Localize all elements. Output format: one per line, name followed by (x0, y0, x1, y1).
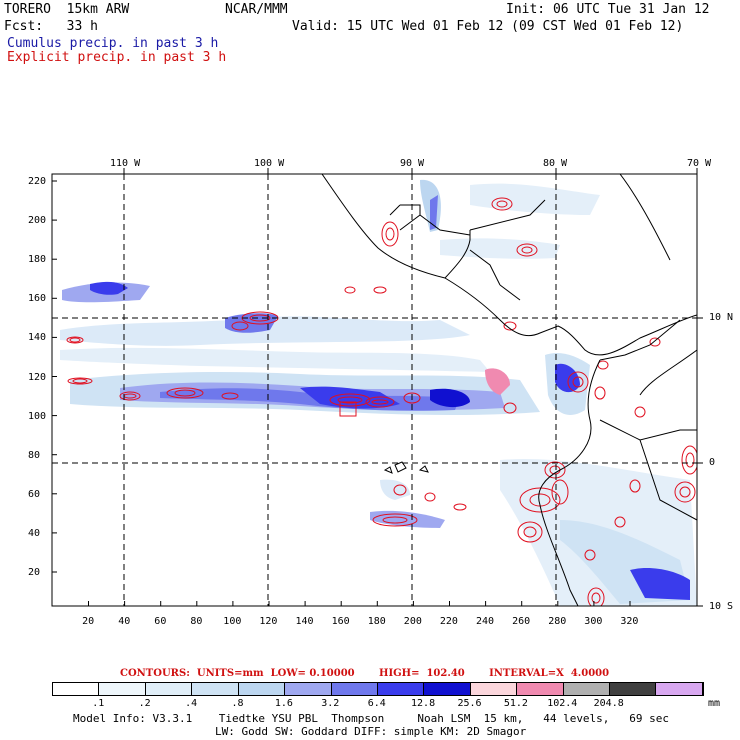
colorbar-label: 12.8 (411, 698, 436, 709)
colorbar-unit: mm (708, 698, 721, 709)
forecast-hour: Fcst: 33 h (4, 19, 98, 34)
init-time: Init: 06 UTC Tue 31 Jan 12 (506, 2, 710, 17)
coastline (321, 174, 697, 606)
colorbar-label: 25.6 (457, 698, 482, 709)
colorbar-labels: .1 .2 .4 .8 1.6 3.2 6.4 12.8 25.6 51.2 102.4 204.8 (52, 697, 702, 709)
cumulus-legend: Cumulus precip. in past 3 h (7, 36, 219, 51)
x-tick-label: 200 (403, 616, 422, 627)
lon-label: 110 W (110, 158, 141, 169)
colorbar-label: 1.6 (274, 698, 293, 709)
model-title: TORERO 15km ARW (4, 2, 130, 17)
lon-label: 80 W (543, 158, 568, 169)
y-tick-label: 20 (28, 567, 41, 578)
plot-frame (51, 173, 698, 607)
colorbar-swatch (470, 683, 518, 695)
x-tick-label: 240 (476, 616, 495, 627)
x-tick-label: 180 (367, 616, 386, 627)
y-tick-label: 120 (28, 371, 47, 383)
colorbar-label: 3.2 (321, 698, 340, 709)
colorbar-swatch (285, 683, 332, 695)
y-tick-label: 220 (28, 176, 47, 187)
explicit-precip-contours (66, 197, 697, 606)
lon-label: 100 W (254, 158, 285, 169)
lon-label: 90 W (400, 158, 425, 169)
colorbar-label: 102.4 (547, 698, 578, 709)
colorbar-label: .1 (92, 698, 105, 709)
org-label: NCAR/MMM (225, 2, 288, 17)
model-info: Model Info: V3.3.1 Tiedtke YSU PBL Thomp… (73, 712, 670, 725)
y-tick-label: 160 (28, 293, 47, 305)
x-tick-label: 160 (331, 616, 350, 627)
colorbar-swatch (563, 683, 611, 695)
colorbar-swatch (517, 683, 564, 695)
y-tick-label: 100 (28, 410, 47, 422)
colorbar (52, 682, 704, 696)
x-tick-label: 120 (259, 616, 278, 627)
y-tick-label: 140 (28, 332, 47, 344)
y-tick-label: 40 (28, 527, 41, 539)
lat-label: 0 (709, 457, 716, 468)
x-tick-label: 260 (512, 616, 531, 627)
valid-time: Valid: 15 UTC Wed 01 Feb 12 (09 CST Wed … (292, 19, 684, 34)
colorbar-swatch (610, 683, 657, 695)
physics-info: LW: Godd SW: Goddard DIFF: simple KM: 2D… (215, 725, 527, 738)
colorbar-swatch (145, 683, 193, 695)
x-tick-label: 140 (295, 616, 314, 627)
y-tick-label: 200 (28, 215, 47, 227)
lat-label: 10 N (709, 312, 734, 323)
x-tick-label: 300 (584, 616, 603, 627)
colorbar-swatch (99, 683, 146, 695)
lon-label: 70 W (687, 158, 712, 169)
x-tick-label: 60 (154, 616, 167, 627)
colorbar-swatch (192, 683, 239, 695)
y-tick-label: 180 (28, 254, 47, 266)
colorbar-label: .4 (185, 698, 198, 709)
x-tick-label: 100 (223, 616, 242, 627)
colorbar-label: 204.8 (593, 698, 624, 709)
explicit-legend: Explicit precip. in past 3 h (7, 50, 227, 65)
x-tick-label: 220 (439, 616, 458, 627)
y-tick-label: 80 (28, 449, 41, 461)
x-tick-label: 280 (548, 616, 567, 627)
colorbar-swatch (238, 683, 286, 695)
colorbar-label: .8 (231, 698, 244, 709)
colorbar-swatch (53, 683, 100, 695)
colorbar-swatch (424, 683, 471, 695)
colorbar-label: .2 (138, 698, 151, 709)
colorbar-label: 6.4 (367, 698, 386, 709)
x-tick-label: 20 (82, 616, 95, 627)
lat-label: 10 S (709, 601, 734, 612)
x-tick-label: 320 (620, 616, 639, 627)
x-tick-label: 40 (118, 616, 131, 627)
lat-lon-grid (52, 174, 697, 606)
colorbar-swatch (331, 683, 378, 695)
colorbar-label: 51.2 (503, 698, 528, 709)
colorbar-swatch (377, 683, 425, 695)
contours-label: CONTOURS: UNITS=mm LOW= 0.10000 HIGH= 10… (120, 668, 610, 679)
country-borders (419, 214, 697, 521)
colorbar-swatch (656, 683, 703, 695)
x-tick-label: 80 (190, 616, 203, 627)
y-tick-label: 60 (28, 488, 41, 500)
cumulus-precip-field (60, 179, 697, 606)
